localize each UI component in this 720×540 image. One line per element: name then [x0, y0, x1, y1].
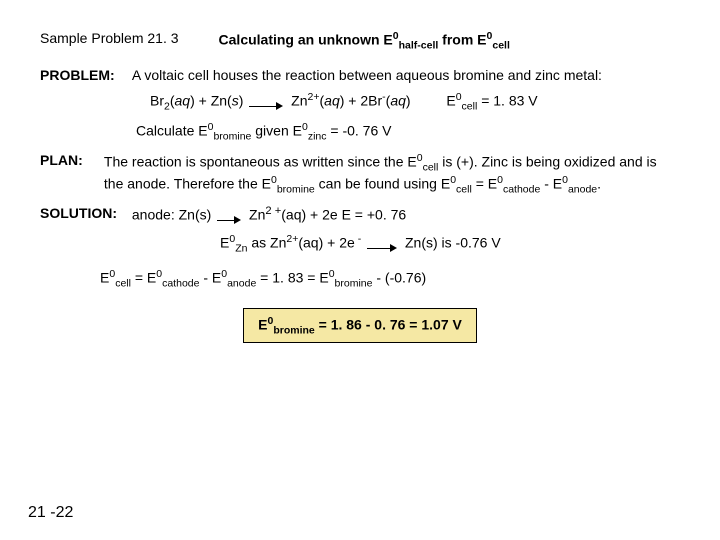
text-sub: cathode — [162, 278, 199, 290]
eq-part: E — [446, 93, 455, 109]
text-part: (aq) + 2e E = +0. 76 — [281, 207, 406, 223]
text-part: E — [100, 270, 109, 286]
text-sub: anode — [227, 278, 256, 290]
solution-label: SOLUTION: — [40, 205, 128, 221]
text-part: Calculate E — [136, 123, 208, 139]
eq-part: ) + 2Br — [340, 93, 382, 109]
eq-sub: cell — [462, 101, 478, 113]
answer-row: E0bromine = 1. 86 - 0. 76 = 1.07 V — [40, 308, 680, 343]
problem-label: PROBLEM: — [40, 67, 128, 83]
eq-part: ) + Zn( — [190, 93, 232, 109]
text-sub: cell — [456, 183, 472, 195]
text-sub: zinc — [308, 130, 327, 142]
text-part: - (-0.76) — [372, 270, 426, 286]
text-part: The reaction is spontaneous as written s… — [104, 154, 417, 170]
text-part: Zn(s) is -0.76 V — [405, 235, 501, 251]
text-sub: cell — [423, 162, 439, 174]
text-part: given E — [251, 123, 302, 139]
eq-italic: s — [232, 93, 239, 109]
plan-label: PLAN: — [40, 152, 100, 168]
answer-box: E0bromine = 1. 86 - 0. 76 = 1.07 V — [243, 308, 477, 343]
title-sub: cell — [492, 39, 510, 51]
header-row: Sample Problem 21. 3 Calculating an unkn… — [40, 30, 680, 51]
slide: Sample Problem 21. 3 Calculating an unkn… — [0, 0, 720, 540]
text-part: as Zn — [247, 235, 286, 251]
eq-part: Br — [150, 93, 164, 109]
solution-block: SOLUTION: anode: Zn(s) Zn2 +(aq) + 2e E … — [40, 205, 680, 223]
eq-part: ) — [239, 93, 244, 109]
eq-part: = 1. 83 V — [477, 93, 537, 109]
problem-block: PROBLEM: A voltaic cell houses the react… — [40, 67, 680, 83]
text-part: (aq) + 2e — [298, 235, 354, 251]
text-part: E — [220, 235, 229, 251]
plan-block: PLAN: The reaction is spontaneous as wri… — [40, 152, 680, 195]
text-part: = 1. 86 - 0. 76 = 1.07 V — [315, 316, 462, 332]
eq-italic: aq — [324, 93, 340, 109]
ecell-line: E0cell = E0cathode - E0anode = 1. 83 = E… — [100, 268, 680, 289]
text-sub: Zn — [235, 242, 247, 254]
text-sub: anode — [568, 183, 597, 195]
text-part: = -0. 76 V — [327, 123, 392, 139]
text-part: Zn — [249, 207, 265, 223]
page-number: 21 -22 — [28, 504, 73, 522]
text-part: = E — [472, 175, 497, 191]
text-sub: bromine — [335, 278, 373, 290]
title-part: Calculating an unknown E — [219, 32, 393, 48]
title-part: from E — [438, 32, 486, 48]
text-sub: cell — [115, 278, 131, 290]
text-sub: bromine — [213, 130, 251, 142]
text-part: anode: Zn(s) — [132, 207, 211, 223]
text-part: = E — [131, 270, 156, 286]
eq-italic: aq — [175, 93, 191, 109]
eq-part: ) — [406, 93, 411, 109]
text-part: can be found using E — [315, 175, 450, 191]
text-sub: cathode — [503, 183, 540, 195]
anode-line: anode: Zn(s) Zn2 +(aq) + 2e E = +0. 76 — [132, 205, 406, 223]
zn-line: E0Zn as Zn2+(aq) + 2e - Zn(s) is -0.76 V — [220, 233, 680, 254]
equation-line: Br2(aq) + Zn(s) Zn2+(aq) + 2Br-(aq) E0ce… — [150, 91, 680, 112]
text-sub: bromine — [277, 183, 315, 195]
sample-label: Sample Problem 21. 3 — [40, 30, 179, 51]
text-part: . — [597, 175, 601, 191]
problem-text: A voltaic cell houses the reaction betwe… — [132, 67, 652, 83]
plan-text: The reaction is spontaneous as written s… — [104, 152, 664, 195]
text-sub: bromine — [273, 324, 314, 336]
text-part: - E — [540, 175, 562, 191]
slide-title: Calculating an unknown E0half-cell from … — [219, 30, 510, 51]
title-sub: half-cell — [399, 39, 439, 51]
eq-part: Zn — [291, 93, 307, 109]
eq-italic: aq — [390, 93, 406, 109]
text-part: = 1. 83 = E — [256, 270, 328, 286]
text-part: - E — [199, 270, 221, 286]
calc-line: Calculate E0bromine given E0zinc = -0. 7… — [136, 121, 680, 142]
